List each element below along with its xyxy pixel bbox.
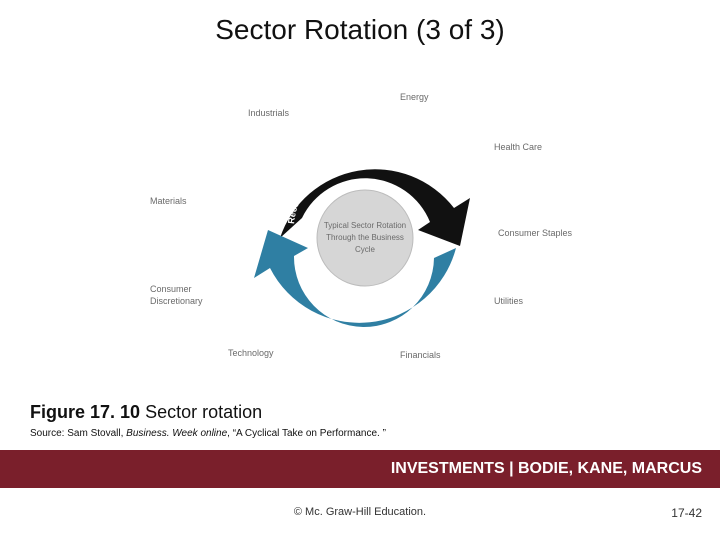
sector-financials: Financials	[400, 350, 441, 360]
center-text-2: Through the Business	[326, 233, 404, 242]
sector-utilities: Utilities	[494, 296, 523, 306]
sector-technology: Technology	[228, 348, 274, 358]
sector-consumer-discretionary-2: Discretionary	[150, 296, 203, 306]
center-text-3: Cycle	[355, 245, 376, 254]
figure-caption: Figure 17. 10 Sector rotation	[30, 402, 262, 423]
page-title: Sector Rotation (3 of 3)	[0, 14, 720, 46]
figure-number: Figure 17. 10	[30, 402, 140, 422]
source-prefix: Source: Sam Stovall,	[30, 428, 126, 439]
sector-energy: Energy	[400, 92, 429, 102]
banner-text: INVESTMENTS | BODIE, KANE, MARCUS	[391, 460, 702, 478]
figure-caption-text: Sector rotation	[140, 402, 262, 422]
source-suffix: , “A Cyclical Take on Performance. ”	[227, 428, 386, 439]
slide: Sector Rotation (3 of 3) Typical Sector …	[0, 0, 720, 540]
source-italic: Business. Week online	[126, 428, 227, 439]
figure-source: Source: Sam Stovall, Business. Week onli…	[30, 428, 386, 439]
footer-banner: INVESTMENTS | BODIE, KANE, MARCUS	[0, 450, 720, 488]
sector-materials: Materials	[150, 196, 187, 206]
sector-consumer-discretionary-1: Consumer	[150, 284, 192, 294]
page-number: 17-42	[671, 506, 702, 520]
sector-industrials: Industrials	[248, 108, 289, 118]
sector-rotation-diagram: Typical Sector Rotation Through the Busi…	[120, 78, 600, 378]
sector-health-care: Health Care	[494, 142, 542, 152]
center-text-1: Typical Sector Rotation	[324, 221, 406, 230]
sector-consumer-staples: Consumer Staples	[498, 228, 572, 238]
copyright-text: © Mc. Graw-Hill Education.	[0, 506, 720, 518]
